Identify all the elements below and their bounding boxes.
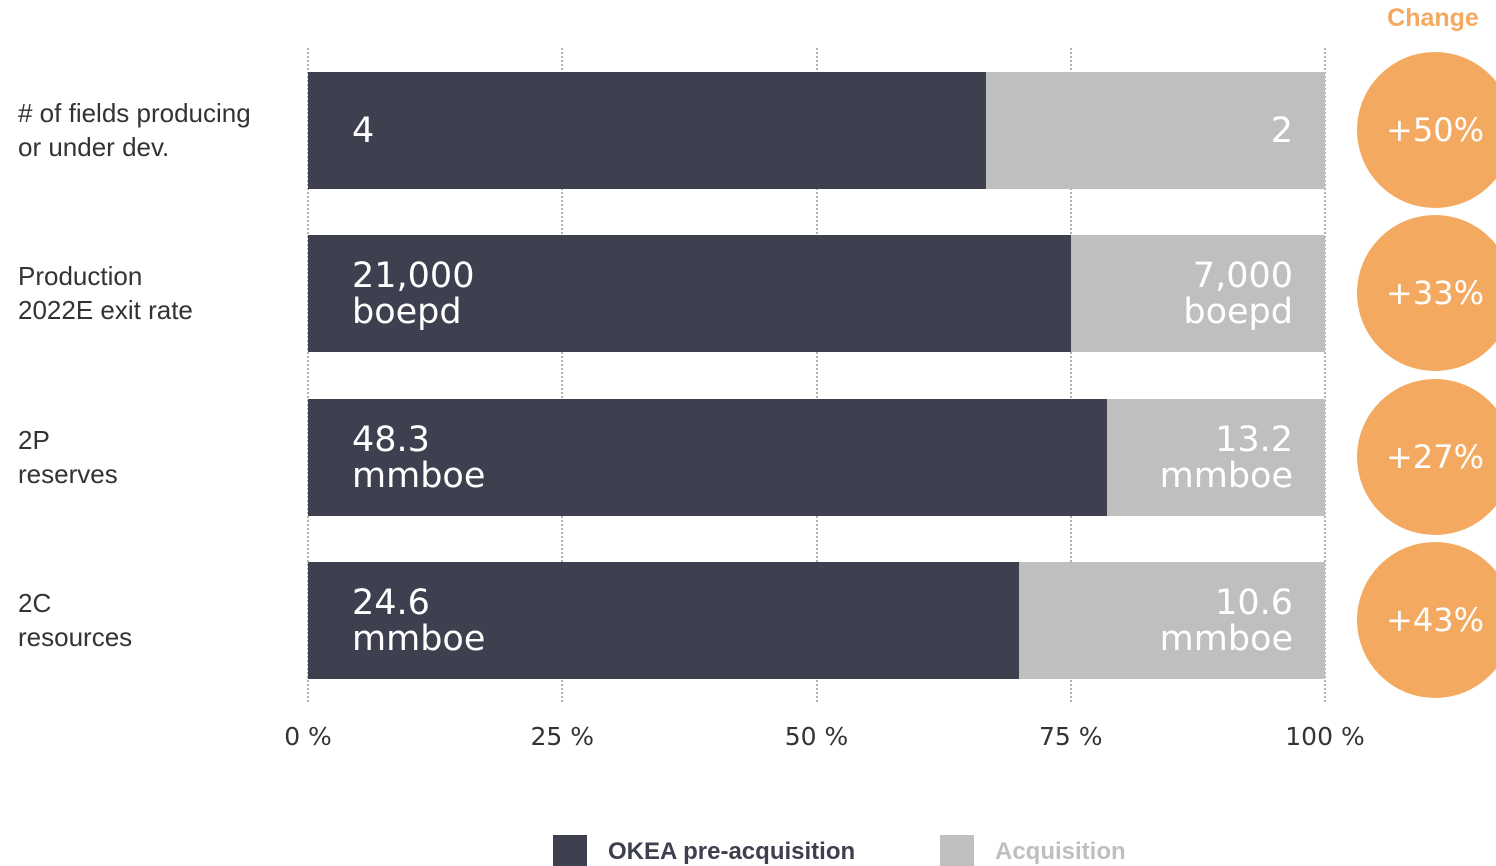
- category-label: # of fields producing or under dev.: [18, 98, 251, 162]
- bar-segment: [308, 72, 986, 189]
- change-title: Change: [1387, 4, 1479, 32]
- value-label: 10.6 mmboe: [1159, 582, 1293, 659]
- bar-segment: [308, 399, 1107, 516]
- value-label: 13.2 mmboe: [1159, 419, 1293, 496]
- x-tick-label: 100 %: [1285, 722, 1365, 751]
- value-label: 7,000 boepd: [1183, 255, 1293, 332]
- value-label: 2: [1270, 110, 1293, 151]
- grid-line: [1324, 48, 1326, 702]
- category-label: 2C resources: [18, 588, 133, 652]
- x-tick-label: 0 %: [284, 722, 332, 751]
- change-circle: +43%: [1357, 542, 1496, 698]
- bar-segment: [1106, 399, 1325, 516]
- bar-segment: [986, 72, 1325, 189]
- x-tick-label: 75 %: [1038, 722, 1103, 751]
- bar-segment: [1070, 235, 1325, 352]
- grid-line: [815, 48, 818, 702]
- bar-segment: [1018, 562, 1325, 679]
- x-tick-label: 25 %: [530, 722, 594, 751]
- category-label: 2P reserves: [18, 425, 118, 489]
- bar-segment: [308, 235, 1071, 352]
- value-label: 21,000 boepd: [352, 255, 475, 332]
- legend-label: Acquisition: [995, 838, 1126, 865]
- value-label: 48.3 mmboe: [352, 419, 486, 496]
- legend-swatch: [553, 835, 587, 866]
- grid-line: [1069, 48, 1072, 702]
- change-circle: +27%: [1357, 379, 1496, 535]
- bar-segment: [308, 562, 1019, 679]
- legend-label: OKEA pre-acquisition: [608, 838, 856, 865]
- legend-swatch: [940, 835, 974, 866]
- change-circle: +50%: [1357, 52, 1496, 208]
- grid-line: [307, 48, 309, 702]
- value-label: 4: [352, 110, 375, 151]
- grid-line: [561, 48, 564, 702]
- category-label: Production 2022E exit rate: [18, 261, 193, 325]
- x-tick-label: 50 %: [784, 722, 849, 751]
- value-label: 24.6 mmboe: [352, 582, 486, 659]
- change-circle: +33%: [1357, 215, 1496, 371]
